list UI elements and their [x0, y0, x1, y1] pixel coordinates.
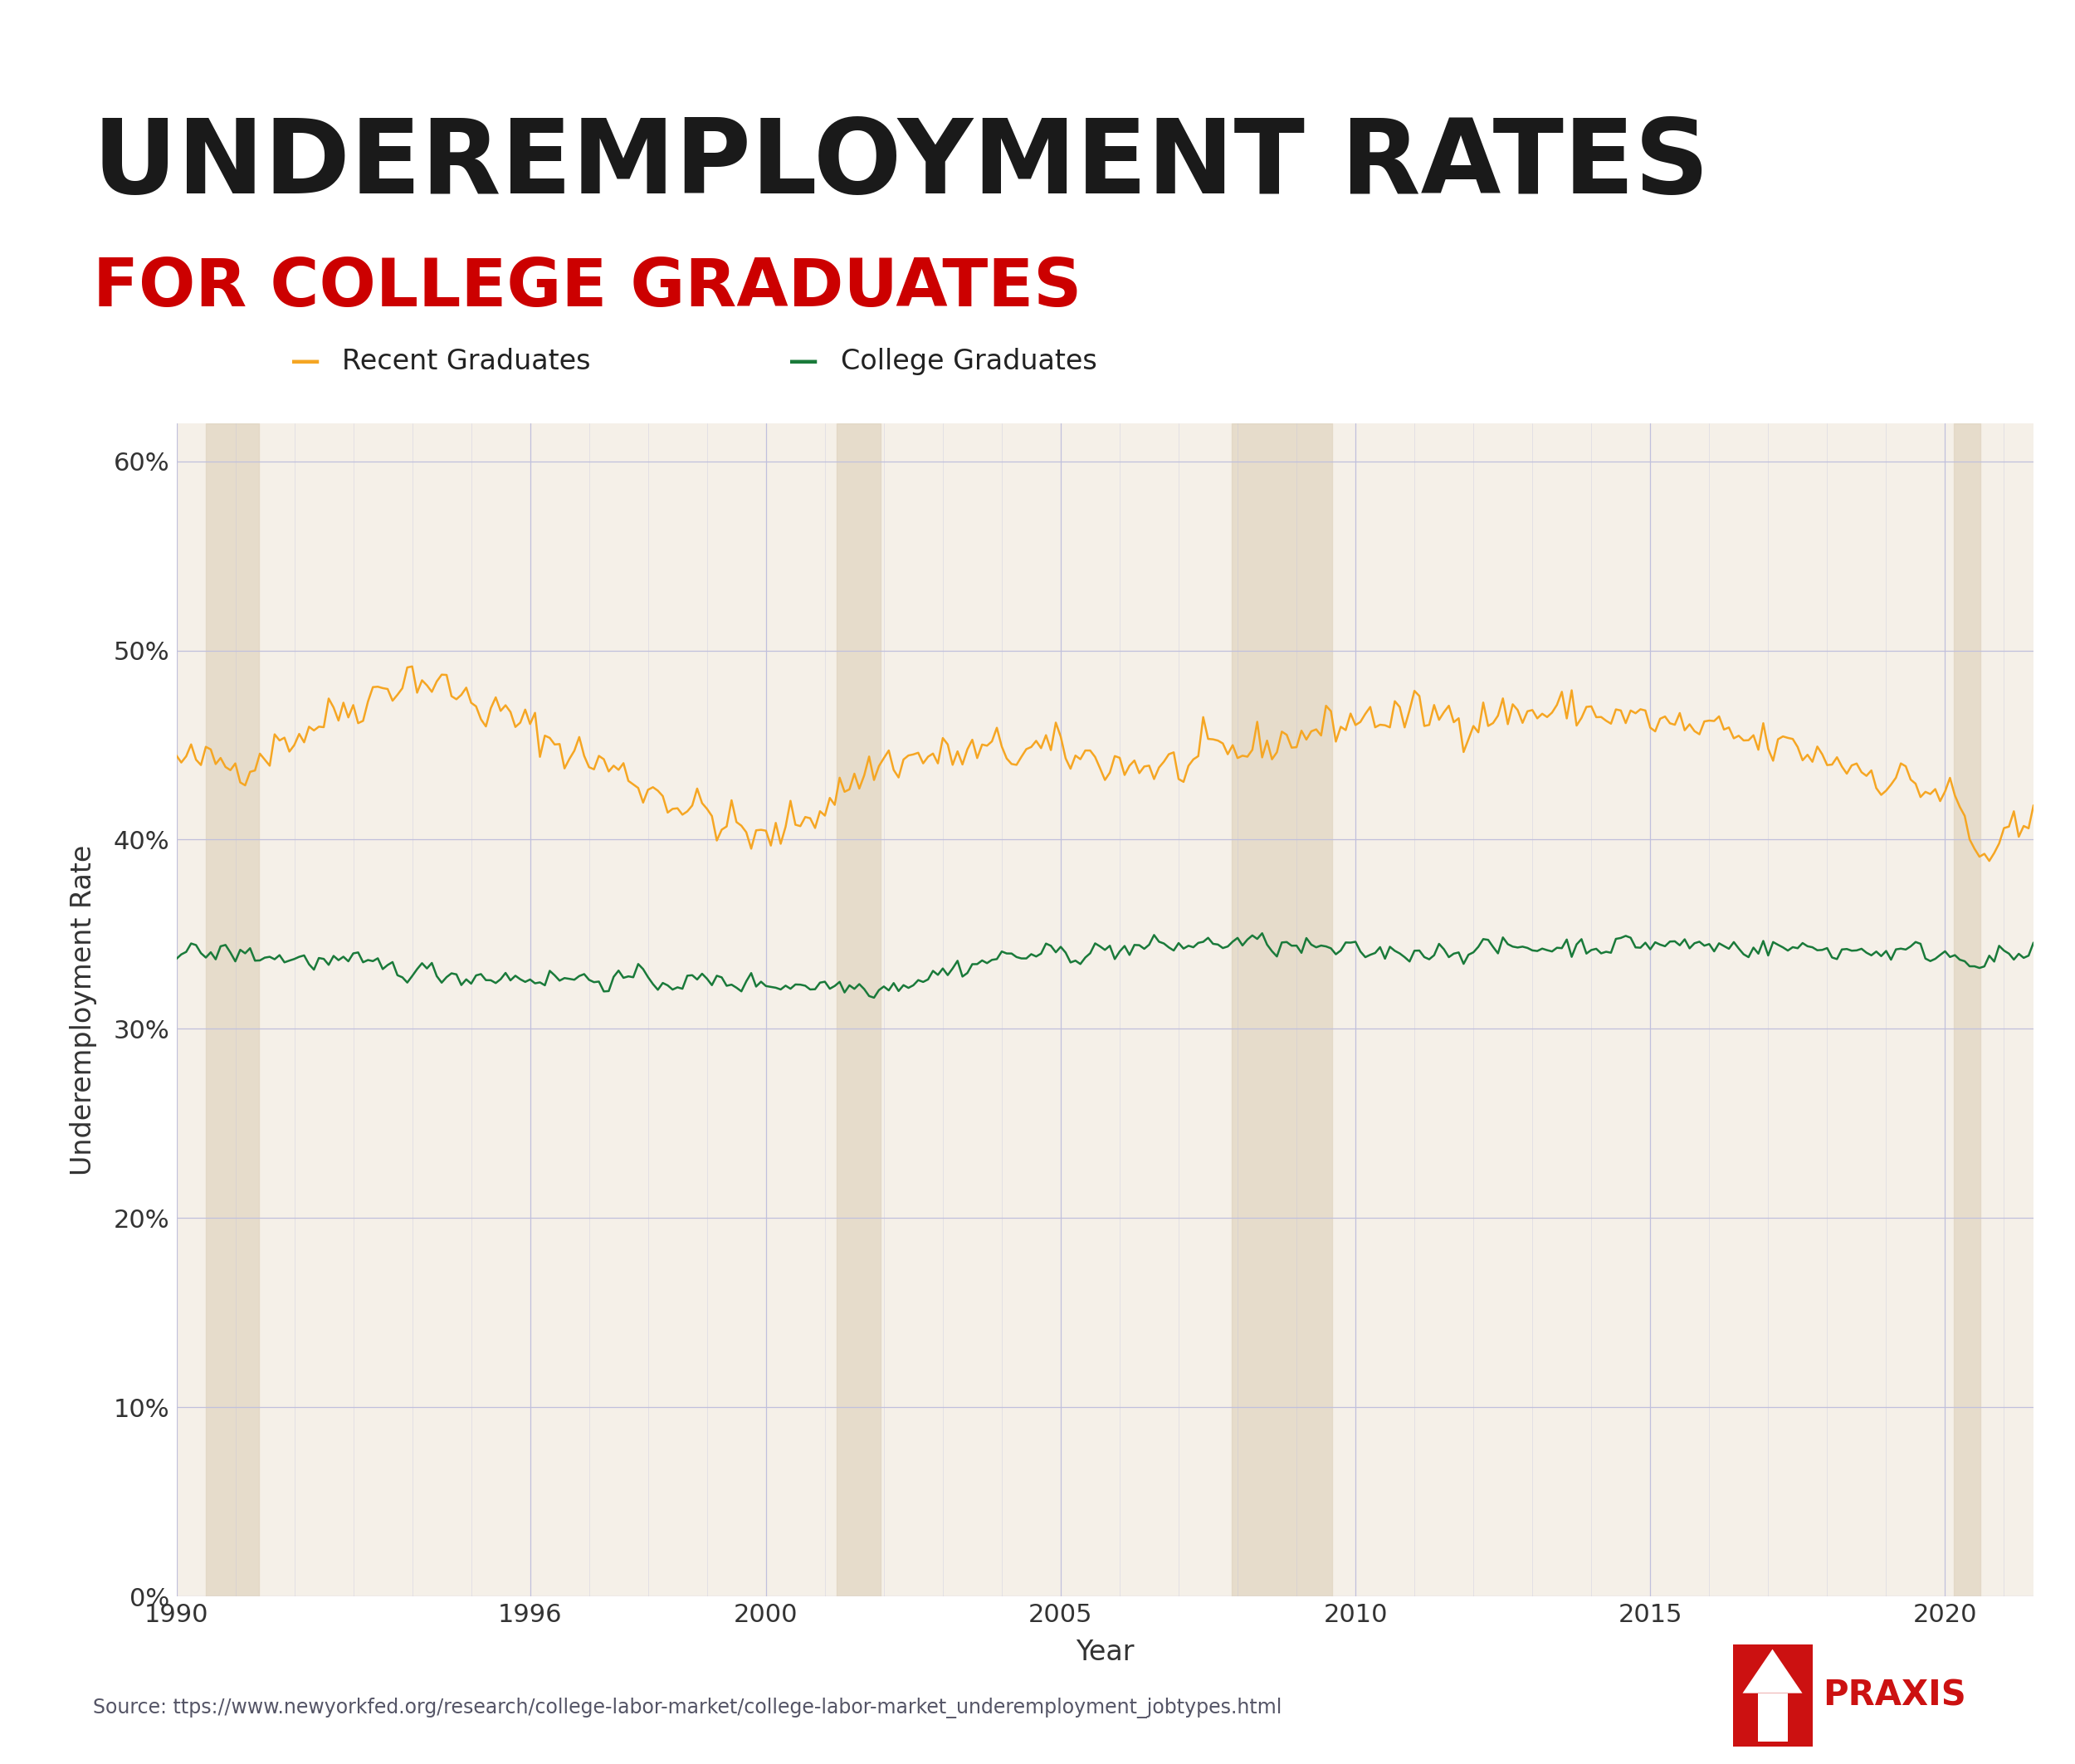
Text: FOR COLLEGE GRADUATES: FOR COLLEGE GRADUATES — [93, 256, 1083, 321]
Text: UNDEREMPLOYMENT RATES: UNDEREMPLOYMENT RATES — [93, 115, 1710, 215]
Y-axis label: Underemployment Rate: Underemployment Rate — [71, 845, 98, 1175]
Text: PRAXIS: PRAXIS — [1822, 1678, 1967, 1713]
Bar — [1955, 423, 1980, 1596]
Bar — [836, 423, 882, 1596]
Polygon shape — [1758, 1693, 1787, 1741]
Text: —: — — [788, 348, 818, 376]
Bar — [1233, 423, 1332, 1596]
Text: Recent Graduates: Recent Graduates — [342, 348, 591, 376]
Text: Source: ttps://www.newyorkfed.org/research/college-labor-market/college-labor-ma: Source: ttps://www.newyorkfed.org/resear… — [93, 1697, 1282, 1718]
Text: College Graduates: College Graduates — [840, 348, 1098, 376]
FancyBboxPatch shape — [1733, 1644, 1811, 1746]
Polygon shape — [1743, 1649, 1803, 1693]
Text: —: — — [291, 348, 322, 376]
X-axis label: Year: Year — [1075, 1639, 1135, 1667]
Bar — [205, 423, 259, 1596]
